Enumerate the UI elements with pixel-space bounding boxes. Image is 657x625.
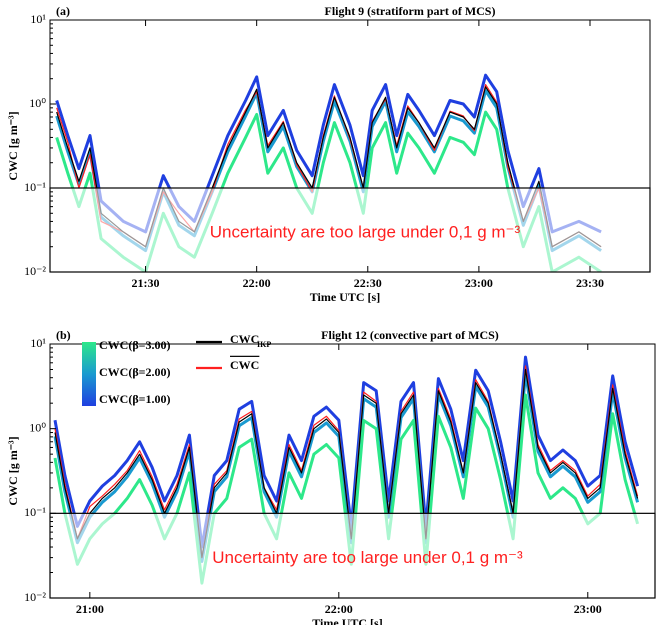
x-tick-label: 23:00	[574, 602, 602, 616]
y-axis-label: CWC [g m⁻³]	[6, 436, 20, 505]
panel-label: (a)	[56, 4, 70, 18]
x-tick-label: 22:30	[354, 276, 382, 290]
x-tick-label: 22:00	[325, 602, 353, 616]
legend-label: CWC	[230, 358, 259, 372]
y-tick-label: 10⁻¹	[24, 180, 46, 194]
y-axis-label: CWC [g m⁻³]	[6, 111, 20, 180]
x-tick-label: 21:00	[76, 602, 104, 616]
data-line	[53, 393, 640, 585]
panel-label: (b)	[56, 328, 71, 342]
legend-label: CWC(β=3.00)	[99, 338, 170, 352]
y-tick-label: 10⁰	[29, 96, 46, 110]
y-tick-label: 10⁻²	[24, 264, 46, 278]
x-tick-label: 22:00	[243, 276, 271, 290]
axes-frame	[49, 343, 656, 599]
y-tick-label: 10¹	[30, 12, 46, 26]
x-axis-label: Time UTC [s]	[312, 616, 382, 625]
y-tick-label: 10⁻²	[24, 590, 46, 604]
x-tick-label: 23:00	[465, 276, 493, 290]
uncertainty-fade	[50, 513, 655, 598]
legend-label: CWC	[230, 332, 259, 346]
y-tick-label: 10⁻¹	[24, 505, 46, 519]
legend-label: CWC(β=1.00)	[99, 392, 170, 406]
legend-subscript: IKP	[257, 340, 271, 349]
plot-area	[53, 355, 640, 585]
uncertainty-fade	[50, 188, 650, 272]
annotation: Uncertainty are too large under 0,1 g m⁻…	[210, 222, 521, 241]
data-line	[53, 355, 640, 549]
x-tick-label: 23:30	[576, 276, 604, 290]
legend-label: CWC(β=2.00)	[99, 365, 170, 379]
y-tick-label: 10⁰	[29, 420, 46, 434]
y-tick-label: 10¹	[30, 336, 46, 350]
annotation: Uncertainty are too large under 0,1 g m⁻…	[212, 548, 523, 567]
data-line	[54, 368, 639, 559]
legend-colorbar	[82, 342, 96, 406]
chart-title: Flight 9 (stratiform part of MCS)	[325, 4, 496, 18]
x-axis-label: Time UTC [s]	[310, 290, 380, 304]
x-tick-label: 21:30	[132, 276, 160, 290]
axes-frame	[49, 19, 651, 273]
chart-title: Flight 12 (convective part of MCS)	[321, 328, 499, 342]
